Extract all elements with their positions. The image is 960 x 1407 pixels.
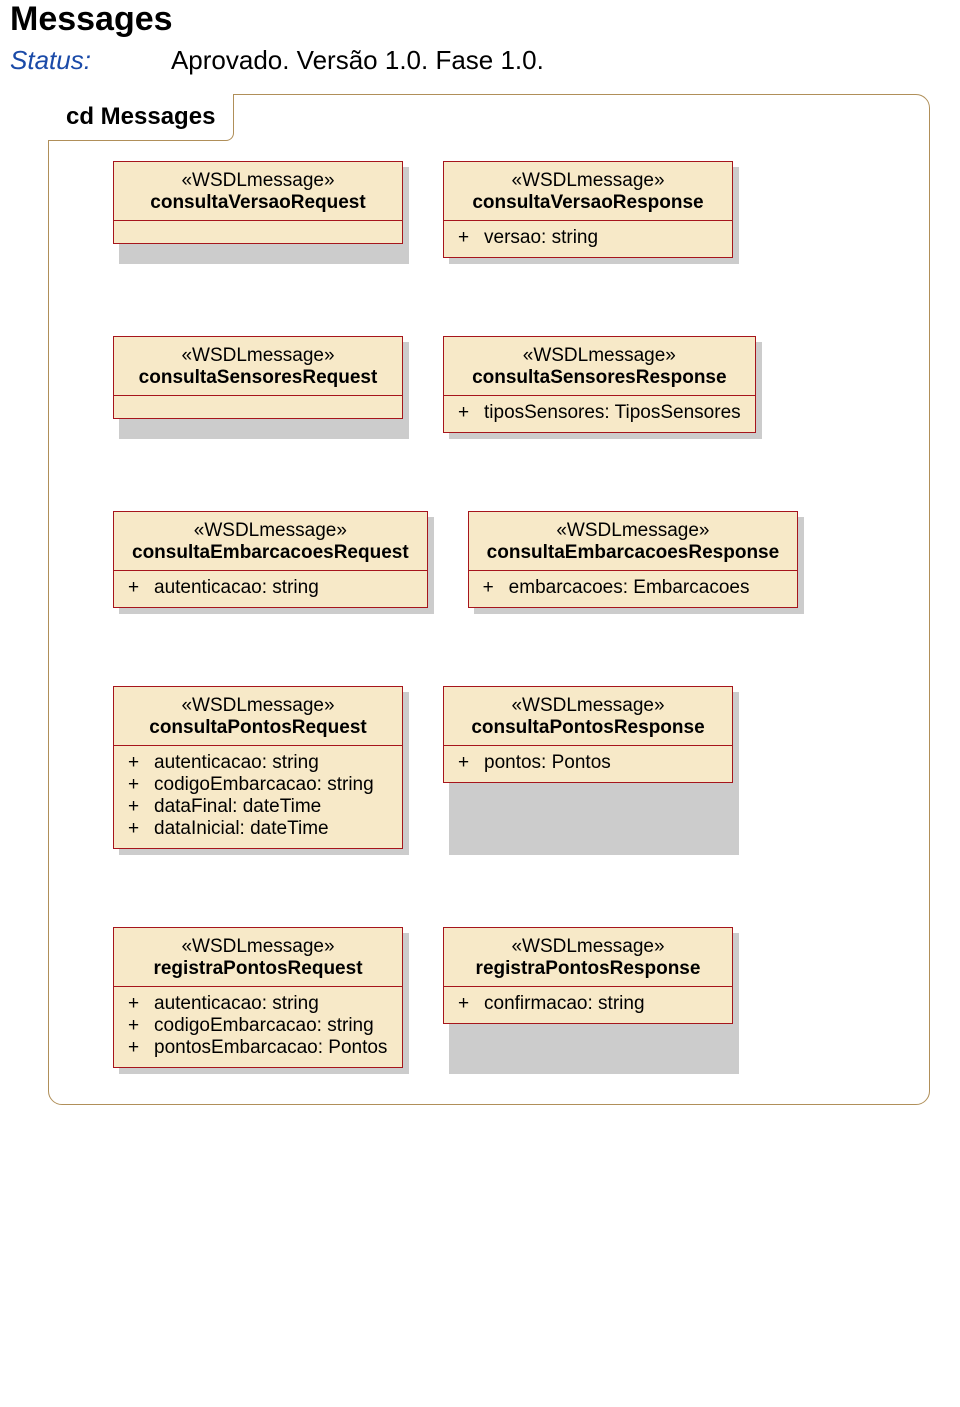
attr-text: autenticacao: string xyxy=(154,993,319,1015)
attr-line: + dataInicial: dateTime xyxy=(128,818,388,840)
stereotype-label: «WSDLmessage» xyxy=(462,936,714,958)
uml-row: «WSDLmessage» consultaEmbarcacoesRequest… xyxy=(113,511,909,608)
uml-class-consultaEmbarcacoesResponse: «WSDLmessage» consultaEmbarcacoesRespons… xyxy=(468,511,799,608)
uml-class-consultaSensoresResponse: «WSDLmessage» consultaSensoresResponse +… xyxy=(443,336,756,433)
attr-visibility: + xyxy=(458,402,470,424)
class-attrs: + tiposSensores: TiposSensores xyxy=(444,396,755,432)
class-attrs: + confirmacao: string xyxy=(444,987,732,1023)
attr-line: + autenticacao: string xyxy=(128,752,388,774)
status-value: Aprovado. Versão 1.0. Fase 1.0. xyxy=(171,45,544,76)
attr-line: + dataFinal: dateTime xyxy=(128,796,388,818)
attr-text: tiposSensores: TiposSensores xyxy=(484,402,741,424)
attr-text: dataInicial: dateTime xyxy=(154,818,329,840)
class-attrs: + embarcacoes: Embarcacoes xyxy=(469,571,798,607)
class-name: consultaEmbarcacoesResponse xyxy=(487,542,780,564)
attr-text: versao: string xyxy=(484,227,598,249)
attr-line: + tiposSensores: TiposSensores xyxy=(458,402,741,424)
uml-row: «WSDLmessage» consultaPontosRequest + au… xyxy=(113,686,909,849)
attr-visibility: + xyxy=(128,818,140,840)
attr-text: autenticacao: string xyxy=(154,752,319,774)
attr-visibility: + xyxy=(128,1015,140,1037)
attr-visibility: + xyxy=(128,1037,140,1059)
attr-line: + codigoEmbarcacao: string xyxy=(128,774,388,796)
stereotype-label: «WSDLmessage» xyxy=(132,345,384,367)
uml-row: «WSDLmessage» registraPontosRequest + au… xyxy=(113,927,909,1068)
uml-class-consultaPontosRequest: «WSDLmessage» consultaPontosRequest + au… xyxy=(113,686,403,849)
uml-class-consultaEmbarcacoesRequest: «WSDLmessage» consultaEmbarcacoesRequest… xyxy=(113,511,428,608)
diagram-body: «WSDLmessage» consultaVersaoRequest «WSD… xyxy=(49,141,929,1068)
class-name: consultaEmbarcacoesRequest xyxy=(132,542,409,564)
attr-visibility: + xyxy=(458,227,470,249)
uml-row: «WSDLmessage» consultaSensoresRequest «W… xyxy=(113,336,909,433)
attr-line: + versao: string xyxy=(458,227,718,249)
uml-class-registraPontosRequest: «WSDLmessage» registraPontosRequest + au… xyxy=(113,927,403,1068)
diagram-tab: cd Messages xyxy=(48,94,234,141)
stereotype-label: «WSDLmessage» xyxy=(132,936,384,958)
attr-line: + pontos: Pontos xyxy=(458,752,718,774)
attr-text: codigoEmbarcacao: string xyxy=(154,1015,374,1037)
attr-visibility: + xyxy=(128,577,140,599)
stereotype-label: «WSDLmessage» xyxy=(132,170,384,192)
class-attrs: + autenticacao: string + codigoEmbarcaca… xyxy=(114,987,402,1067)
class-name: consultaVersaoResponse xyxy=(462,192,714,214)
attr-line: + embarcacoes: Embarcacoes xyxy=(483,577,784,599)
attr-visibility: + xyxy=(128,752,140,774)
attr-text: dataFinal: dateTime xyxy=(154,796,321,818)
class-name: consultaSensoresResponse xyxy=(462,367,737,389)
attr-line: + autenticacao: string xyxy=(128,577,413,599)
uml-row: «WSDLmessage» consultaVersaoRequest «WSD… xyxy=(113,161,909,258)
uml-class-consultaVersaoRequest: «WSDLmessage» consultaVersaoRequest xyxy=(113,161,403,258)
stereotype-label: «WSDLmessage» xyxy=(462,695,714,717)
attr-line: + codigoEmbarcacao: string xyxy=(128,1015,388,1037)
class-name: consultaSensoresRequest xyxy=(132,367,384,389)
attr-text: confirmacao: string xyxy=(484,993,645,1015)
class-attrs xyxy=(114,221,402,243)
attr-line: + pontosEmbarcacao: Pontos xyxy=(128,1037,388,1059)
class-name: registraPontosRequest xyxy=(132,958,384,980)
diagram-frame: cd Messages «WSDLmessage» consultaVersao… xyxy=(48,94,930,1105)
stereotype-label: «WSDLmessage» xyxy=(462,345,737,367)
attr-line: + confirmacao: string xyxy=(458,993,718,1015)
attr-visibility: + xyxy=(458,993,470,1015)
page-title: Messages xyxy=(10,0,950,39)
attr-line: + autenticacao: string xyxy=(128,993,388,1015)
stereotype-label: «WSDLmessage» xyxy=(132,695,384,717)
attr-visibility: + xyxy=(128,774,140,796)
class-attrs: + autenticacao: string xyxy=(114,571,427,607)
attr-text: pontosEmbarcacao: Pontos xyxy=(154,1037,387,1059)
attr-text: codigoEmbarcacao: string xyxy=(154,774,374,796)
attr-visibility: + xyxy=(483,577,495,599)
attr-visibility: + xyxy=(458,752,470,774)
stereotype-label: «WSDLmessage» xyxy=(132,520,409,542)
class-attrs xyxy=(114,396,402,418)
attr-text: pontos: Pontos xyxy=(484,752,611,774)
class-attrs: + versao: string xyxy=(444,221,732,257)
attr-text: autenticacao: string xyxy=(154,577,319,599)
uml-class-registraPontosResponse: «WSDLmessage» registraPontosResponse + c… xyxy=(443,927,733,1068)
uml-class-consultaVersaoResponse: «WSDLmessage» consultaVersaoResponse + v… xyxy=(443,161,733,258)
class-attrs: + pontos: Pontos xyxy=(444,746,732,782)
attr-visibility: + xyxy=(128,993,140,1015)
class-name: consultaPontosResponse xyxy=(462,717,714,739)
status-label: Status: xyxy=(10,45,91,76)
class-name: consultaVersaoRequest xyxy=(132,192,384,214)
class-attrs: + autenticacao: string + codigoEmbarcaca… xyxy=(114,746,402,848)
attr-text: embarcacoes: Embarcacoes xyxy=(509,577,750,599)
uml-class-consultaSensoresRequest: «WSDLmessage» consultaSensoresRequest xyxy=(113,336,403,433)
class-name: consultaPontosRequest xyxy=(132,717,384,739)
stereotype-label: «WSDLmessage» xyxy=(462,170,714,192)
stereotype-label: «WSDLmessage» xyxy=(487,520,780,542)
attr-visibility: + xyxy=(128,796,140,818)
class-name: registraPontosResponse xyxy=(462,958,714,980)
status-row: Status: Aprovado. Versão 1.0. Fase 1.0. xyxy=(10,45,950,76)
uml-class-consultaPontosResponse: «WSDLmessage» consultaPontosResponse + p… xyxy=(443,686,733,849)
